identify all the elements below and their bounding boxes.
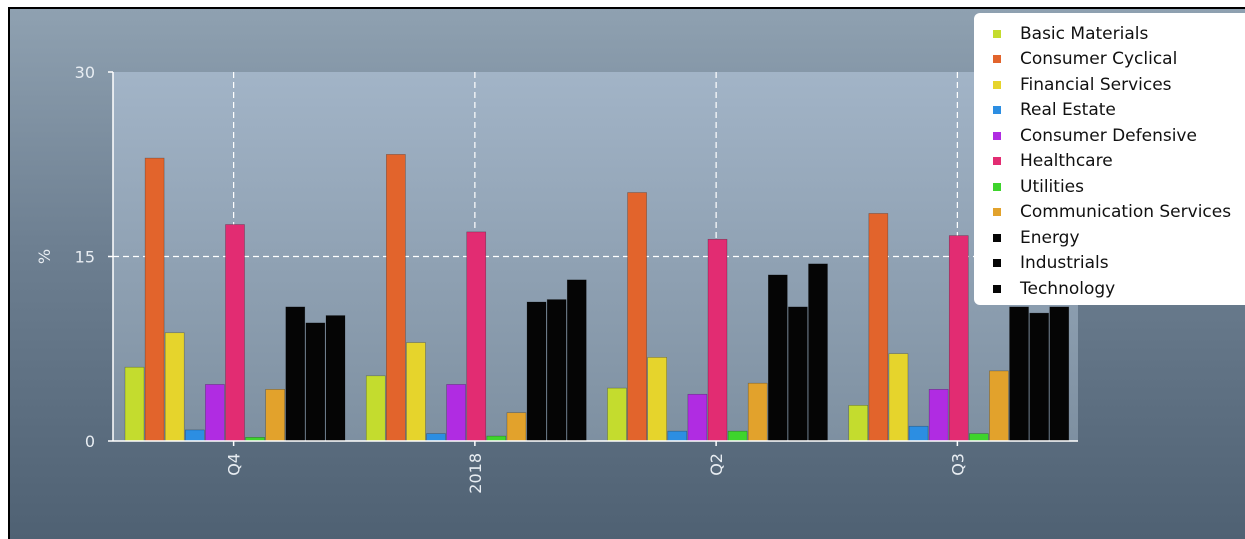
- legend-swatch: [993, 106, 1001, 115]
- bar: [888, 353, 909, 442]
- legend-label: Basic Materials: [1020, 23, 1149, 44]
- bar: [305, 322, 326, 442]
- legend-label: Healthcare: [1020, 151, 1113, 172]
- legend: Basic Materials Consumer Cyclical Financia…: [974, 13, 1245, 305]
- legend-label: Consumer Cyclical: [1020, 49, 1178, 70]
- legend-swatch: [993, 182, 1001, 191]
- bar: [285, 306, 306, 442]
- bar: [808, 263, 828, 442]
- bar: [928, 389, 949, 442]
- bar: [566, 279, 587, 442]
- bar: [948, 235, 969, 442]
- bar: [526, 301, 547, 442]
- legend-item: Energy: [993, 225, 1245, 251]
- x-tick-label: Q4: [225, 453, 244, 476]
- legend-item: Utilities: [993, 174, 1245, 200]
- legend-label: Energy: [1020, 227, 1080, 248]
- legend-label: Utilities: [1020, 176, 1084, 197]
- bars: [124, 154, 1070, 442]
- bar: [426, 433, 446, 442]
- legend-label: Consumer Defensive: [1020, 125, 1197, 146]
- legend-item: Consumer Defensive: [993, 123, 1245, 149]
- legend-swatch: [993, 29, 1001, 38]
- legend-swatch: [993, 259, 1001, 268]
- bar: [546, 299, 567, 442]
- legend-item: Financial Services: [993, 72, 1245, 98]
- bar: [406, 342, 426, 442]
- legend-swatch: [993, 208, 1001, 217]
- bar: [969, 433, 989, 442]
- legend-swatch: [993, 284, 1001, 293]
- bar: [647, 357, 668, 442]
- legend-item: Technology: [993, 276, 1245, 302]
- bar: [325, 315, 346, 442]
- bar: [667, 430, 688, 442]
- bar: [868, 213, 889, 442]
- bar: [687, 393, 708, 442]
- bar: [908, 425, 929, 442]
- bar: [747, 382, 768, 442]
- y-tick-label: 0: [85, 432, 95, 451]
- legend-label: Communication Services: [1020, 202, 1232, 223]
- bar: [767, 274, 788, 442]
- legend-label: Real Estate: [1020, 100, 1116, 121]
- bar: [205, 384, 225, 442]
- bar: [788, 306, 808, 442]
- bar: [386, 154, 406, 442]
- legend-swatch: [993, 157, 1001, 166]
- x-tick-label: Q3: [948, 453, 967, 476]
- bar: [727, 430, 748, 442]
- axes: 0 15 30 Q4 2018 Q2 Q3: [75, 63, 1078, 494]
- y-tick-label: 15: [75, 248, 95, 267]
- x-tick-label: Q2: [707, 453, 726, 476]
- legend-item: Real Estate: [993, 98, 1245, 124]
- bar: [1049, 306, 1070, 442]
- legend-swatch: [993, 233, 1001, 242]
- bar: [466, 231, 487, 442]
- bar: [265, 389, 286, 442]
- bar: [607, 387, 627, 442]
- bar: [185, 429, 205, 442]
- legend-item: Basic Materials: [993, 21, 1245, 47]
- bar: [144, 157, 165, 442]
- x-tick-label: 2018: [466, 453, 485, 494]
- bar: [1029, 312, 1049, 442]
- legend-item: Healthcare: [993, 149, 1245, 175]
- bar: [1009, 306, 1029, 442]
- legend-label: Technology: [1020, 278, 1116, 299]
- bar: [848, 405, 869, 442]
- legend-swatch: [993, 80, 1001, 89]
- bar: [707, 238, 728, 442]
- bar: [164, 332, 185, 442]
- bar: [365, 375, 386, 442]
- bar: [225, 224, 245, 442]
- bar: [506, 412, 527, 442]
- legend-swatch: [993, 55, 1001, 64]
- y-axis-label: %: [35, 249, 54, 264]
- legend-label: Financial Services: [1020, 74, 1172, 95]
- bar: [124, 366, 145, 442]
- legend-item: Communication Services: [993, 200, 1245, 226]
- bar: [446, 384, 466, 442]
- bar: [627, 192, 647, 442]
- legend-swatch: [993, 131, 1001, 140]
- y-tick-label: 30: [75, 63, 95, 82]
- legend-item: Industrials: [993, 251, 1245, 277]
- bar: [989, 370, 1009, 442]
- legend-item: Consumer Cyclical: [993, 47, 1245, 73]
- legend-label: Industrials: [1020, 253, 1109, 274]
